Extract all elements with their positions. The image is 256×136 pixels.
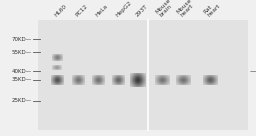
Text: 40KD—: 40KD— — [12, 69, 32, 74]
Text: 25KD—: 25KD— — [12, 98, 32, 103]
Text: 35KD—: 35KD— — [12, 77, 32, 82]
Text: 293T: 293T — [134, 4, 148, 18]
Text: PC12: PC12 — [74, 4, 89, 18]
Text: —PPP1R8: —PPP1R8 — [250, 68, 256, 74]
Text: 55KD—: 55KD— — [12, 50, 32, 55]
Text: Mouse
brain: Mouse brain — [155, 0, 176, 18]
Text: HepG2: HepG2 — [114, 0, 132, 18]
Text: Rat
heart: Rat heart — [203, 0, 221, 18]
Bar — [38, 20, 248, 130]
Text: 70KD—: 70KD— — [12, 37, 32, 42]
Text: HeLa: HeLa — [94, 4, 109, 18]
Text: Mouse
heart: Mouse heart — [176, 0, 197, 18]
Text: HL60: HL60 — [54, 4, 68, 18]
